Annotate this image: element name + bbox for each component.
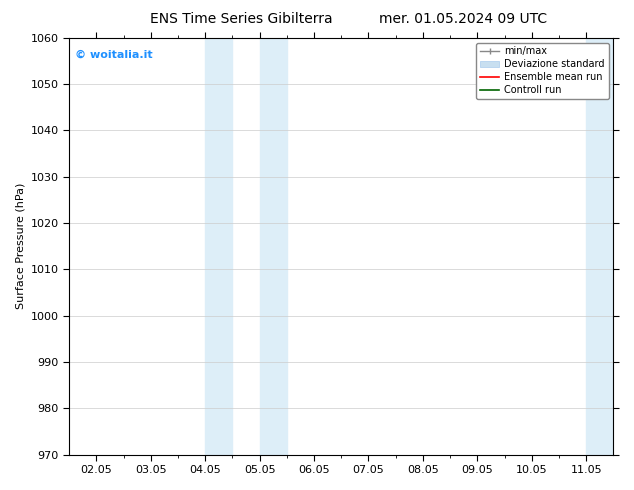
Legend: min/max, Deviazione standard, Ensemble mean run, Controll run: min/max, Deviazione standard, Ensemble m… <box>476 43 609 99</box>
Bar <box>586 38 614 455</box>
Text: ENS Time Series Gibilterra: ENS Time Series Gibilterra <box>150 12 332 26</box>
Text: mer. 01.05.2024 09 UTC: mer. 01.05.2024 09 UTC <box>378 12 547 26</box>
Y-axis label: Surface Pressure (hPa): Surface Pressure (hPa) <box>15 183 25 309</box>
Bar <box>205 38 233 455</box>
Bar <box>259 38 287 455</box>
Text: © woitalia.it: © woitalia.it <box>75 50 152 60</box>
